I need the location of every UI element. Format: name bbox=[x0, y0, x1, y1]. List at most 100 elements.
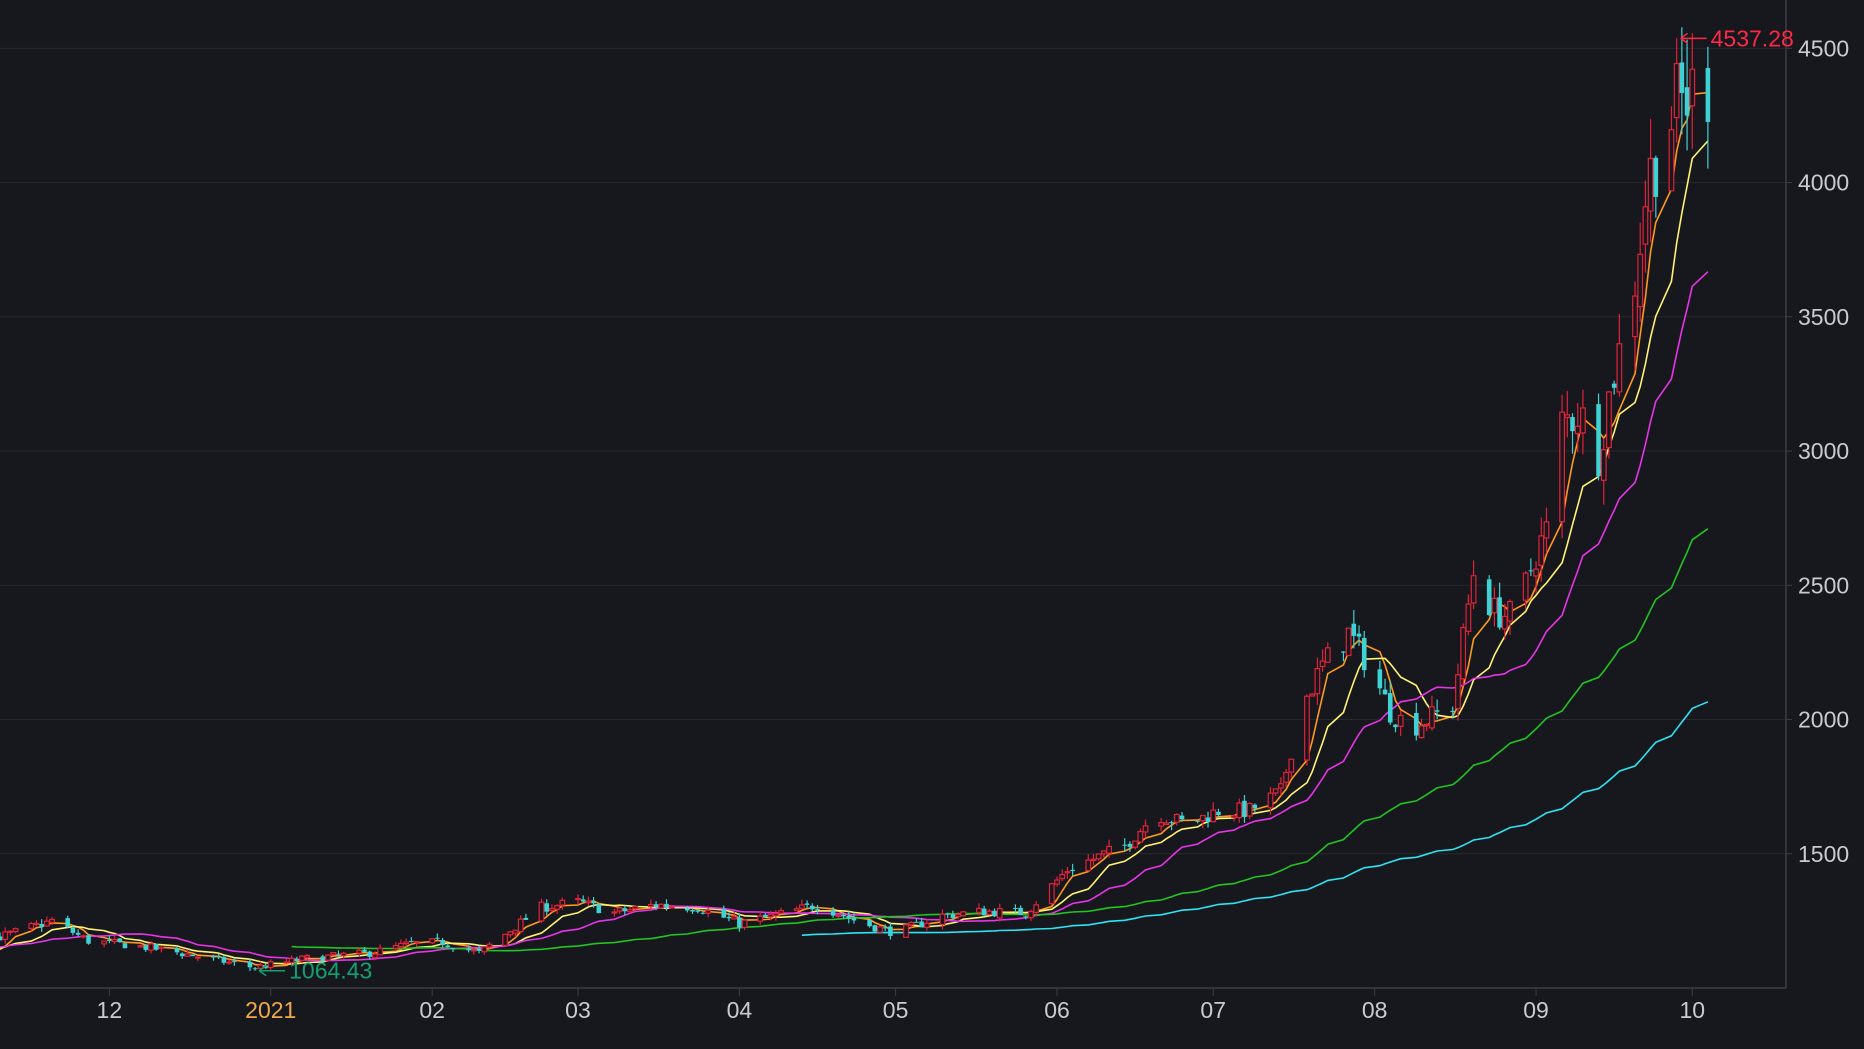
candle-body bbox=[1095, 853, 1102, 860]
candle bbox=[1288, 758, 1295, 778]
candle bbox=[981, 905, 987, 916]
candle-body bbox=[591, 901, 596, 904]
candle-body bbox=[851, 917, 857, 921]
candle bbox=[1163, 819, 1170, 826]
candle bbox=[1543, 507, 1550, 554]
candle bbox=[1173, 813, 1180, 826]
candle-body bbox=[1106, 845, 1112, 854]
candle-body bbox=[392, 944, 399, 949]
candle-body bbox=[1382, 689, 1388, 695]
candle-body bbox=[288, 957, 295, 964]
candle bbox=[538, 898, 545, 924]
candle bbox=[101, 940, 108, 948]
candle-body bbox=[330, 951, 337, 956]
candle bbox=[835, 914, 842, 919]
candle bbox=[1653, 155, 1659, 218]
candle-body bbox=[507, 931, 514, 936]
candle bbox=[283, 958, 290, 965]
candle-body bbox=[413, 940, 420, 944]
candle-body bbox=[611, 911, 618, 914]
candle-body bbox=[1179, 815, 1185, 820]
candle bbox=[153, 943, 159, 951]
y-tick-label: 4000 bbox=[1798, 170, 1849, 196]
candle-body bbox=[867, 920, 872, 927]
candle-body bbox=[1533, 568, 1539, 577]
candle-body bbox=[232, 961, 237, 963]
candle-body bbox=[39, 924, 44, 928]
candle-body bbox=[263, 965, 268, 969]
candlestick-series bbox=[0, 27, 1711, 972]
candle-body bbox=[75, 932, 81, 935]
candle-body bbox=[767, 913, 774, 918]
candle-body bbox=[647, 903, 654, 908]
candle bbox=[1278, 777, 1284, 796]
candle bbox=[1272, 788, 1279, 797]
candle bbox=[1231, 814, 1237, 822]
candle-body bbox=[695, 910, 701, 912]
candle-body bbox=[1267, 792, 1274, 809]
candle-body bbox=[1522, 572, 1529, 601]
candle-body bbox=[1538, 535, 1545, 566]
candle bbox=[211, 954, 216, 961]
candle bbox=[741, 919, 748, 930]
candle bbox=[1684, 39, 1690, 151]
candle bbox=[1528, 558, 1534, 577]
candle-body bbox=[1127, 843, 1133, 847]
candle bbox=[1085, 854, 1092, 872]
candle-body bbox=[257, 964, 264, 969]
candle-body bbox=[664, 903, 669, 908]
y-tick-label: 1500 bbox=[1798, 841, 1849, 867]
candle bbox=[367, 950, 372, 960]
candle bbox=[1236, 798, 1243, 823]
candle-body bbox=[320, 956, 326, 962]
candle-body bbox=[632, 906, 639, 910]
candle bbox=[908, 921, 915, 928]
candle bbox=[294, 956, 300, 963]
candle bbox=[1205, 811, 1211, 828]
y-tick-label: 2500 bbox=[1798, 572, 1849, 598]
candle-body bbox=[1570, 417, 1575, 432]
candle bbox=[174, 947, 180, 955]
candle-body bbox=[1361, 637, 1367, 671]
candle bbox=[1647, 118, 1654, 243]
candle-body bbox=[1216, 811, 1221, 816]
candle bbox=[49, 916, 55, 926]
candle bbox=[1345, 627, 1352, 657]
x-tick-label: 08 bbox=[1362, 997, 1388, 1023]
candle bbox=[737, 913, 742, 932]
candle bbox=[950, 910, 956, 921]
candle bbox=[70, 924, 76, 936]
candle-body bbox=[986, 910, 993, 915]
candle-body bbox=[1653, 157, 1659, 197]
candle-body bbox=[939, 913, 946, 926]
annotation-arrow-icon bbox=[1680, 32, 1689, 44]
candle bbox=[65, 915, 70, 928]
candle bbox=[1642, 180, 1649, 273]
candle-body bbox=[435, 937, 440, 939]
candle bbox=[1048, 882, 1055, 906]
candle-body bbox=[107, 939, 112, 941]
candle bbox=[86, 933, 91, 945]
candle bbox=[804, 900, 810, 909]
candle-body bbox=[1450, 710, 1456, 713]
candle bbox=[1574, 402, 1581, 453]
candle-body bbox=[841, 914, 846, 917]
candle-body bbox=[700, 912, 706, 914]
x-tick-label: 06 bbox=[1044, 997, 1070, 1023]
candle-body bbox=[1397, 714, 1404, 727]
candle-body bbox=[846, 915, 852, 919]
candle bbox=[996, 903, 1003, 922]
candle bbox=[554, 904, 561, 915]
candle bbox=[846, 911, 852, 924]
candle bbox=[1090, 853, 1097, 866]
candle-body bbox=[33, 922, 40, 926]
candle bbox=[523, 913, 529, 921]
candle bbox=[731, 911, 738, 920]
high-price-annotation: 4537.28 bbox=[1680, 25, 1794, 51]
candle bbox=[413, 940, 420, 947]
candle bbox=[1267, 787, 1274, 815]
candle bbox=[75, 929, 81, 937]
candle bbox=[435, 933, 440, 940]
